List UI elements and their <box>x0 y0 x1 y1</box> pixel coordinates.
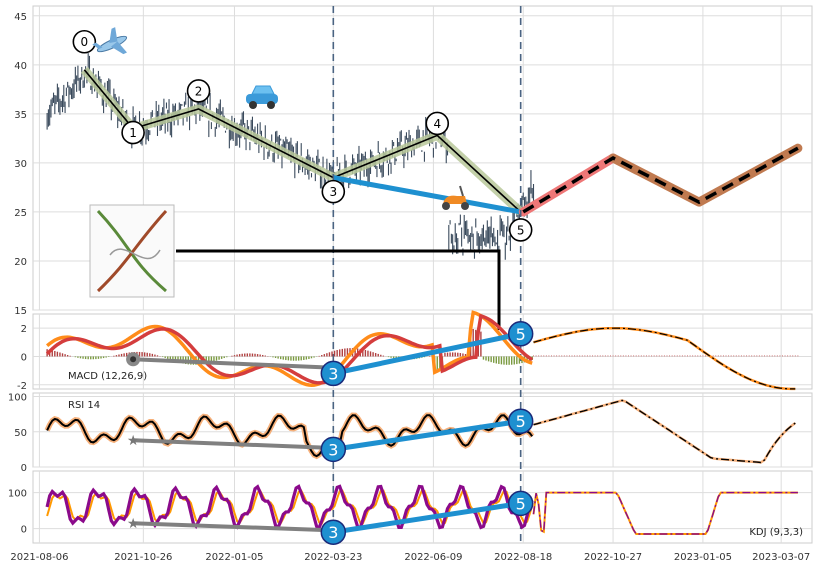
wave-label-1: 1 <box>129 126 137 140</box>
rsi-divergence-line <box>332 418 522 452</box>
scooter-body <box>443 195 467 204</box>
wave-label-circle-3 <box>321 179 346 204</box>
macd-panel-frame <box>32 313 813 390</box>
inset-strand-gray <box>109 248 161 260</box>
macd-divergence-circle-0 <box>320 360 347 387</box>
rsi-y-tick-label-1: 50 <box>14 428 27 439</box>
kdj-divergence-circle-0 <box>320 519 347 545</box>
car-wheel <box>249 101 257 109</box>
macd-projection-line <box>533 327 796 390</box>
kdj-weak-line <box>133 521 334 533</box>
price-y-tick-label-1: 20 <box>14 257 27 268</box>
scooter-wheel <box>461 202 469 210</box>
car-icon <box>246 85 278 109</box>
wave-label-0: 0 <box>81 35 89 49</box>
price-y-tick-label-4: 35 <box>14 110 27 121</box>
rsi-divergence-circle-1 <box>507 408 534 434</box>
wave-label-4: 4 <box>433 117 441 131</box>
macd-fast-line <box>46 310 533 387</box>
airplane-wing <box>109 27 118 44</box>
price-y-tick-label-2: 25 <box>14 208 27 219</box>
macd-divergence-line <box>332 331 522 376</box>
x-tick-label-7: 2023-01-05 <box>674 552 732 563</box>
price-y-tick-label-3: 30 <box>14 159 27 170</box>
car-top <box>251 85 275 95</box>
kdj-panel-frame <box>32 470 813 544</box>
airplane-tail <box>92 42 103 50</box>
macd-weak-marker-dot <box>130 356 137 363</box>
rsi-y-tick-label-0: 0 <box>21 463 27 474</box>
airplane-wing <box>111 41 127 55</box>
macd-y-tick-label-2: 2 <box>21 324 27 335</box>
kdj-panel-label: KDJ (9,3,3) <box>749 527 803 538</box>
kdj-divergence-line <box>332 500 522 535</box>
rsi-weak-line <box>133 438 334 450</box>
wave-label-3: 3 <box>329 185 337 199</box>
kdj-divergence-label-1: 5 <box>516 494 526 513</box>
macd-divergence-label-0: 3 <box>328 364 338 383</box>
wave-label-circle-2 <box>186 79 211 103</box>
macd-y-tick-label-1: 0 <box>21 352 27 363</box>
kdj-k-line <box>45 484 534 530</box>
kdj-y-tick-label-1: 100 <box>8 489 27 500</box>
x-tick-label-5: 2022-08-18 <box>494 552 552 563</box>
macd-y-tick-label-0: -2 <box>17 381 27 392</box>
scooter-handle <box>459 185 464 197</box>
price-divergence-line <box>332 175 522 215</box>
rsi-weak-star: ★ <box>127 433 140 449</box>
macd-slow-line <box>45 313 534 385</box>
rsi-y-tick-label-2: 100 <box>8 393 27 404</box>
macd-panel-label: MACD (12,26,9) <box>68 371 147 382</box>
rsi-panel-label: RSI 14 <box>68 400 100 411</box>
wave-label-circle-1 <box>121 120 145 145</box>
wave-label-circle-4 <box>425 111 450 136</box>
inset-connector-line <box>176 249 501 330</box>
price-y-tick-label-5: 40 <box>14 61 27 72</box>
kdj-divergence-label-0: 3 <box>328 523 338 542</box>
rsi-divergence-label-1: 5 <box>516 412 526 431</box>
wave-label-circle-5 <box>508 218 533 242</box>
wave-line <box>83 69 522 213</box>
scooter-icon <box>442 185 469 210</box>
rsi-divergence-circle-0 <box>320 436 347 463</box>
macd-divergence-label-1: 5 <box>516 325 526 344</box>
kdj-projection-line <box>532 491 798 535</box>
projection-dashed-line <box>522 146 799 214</box>
x-tick-label-0: 2021-08-06 <box>10 552 68 563</box>
wave-label-5: 5 <box>517 223 525 237</box>
rsi-divergence-label-0: 3 <box>328 440 338 459</box>
x-tick-label-2: 2022-01-05 <box>205 552 263 563</box>
kdj-y-tick-label-0: 0 <box>21 525 27 536</box>
x-tick-label-6: 2022-10-27 <box>584 552 642 563</box>
macd-divergence-circle-1 <box>507 321 534 347</box>
price-y-tick-label-0: 15 <box>14 306 27 317</box>
x-tick-label-3: 2022-03-23 <box>304 552 362 563</box>
x-tick-label-4: 2022-06-09 <box>404 552 462 563</box>
wave-label-2: 2 <box>195 84 203 98</box>
car-wheel <box>267 101 275 109</box>
airplane-icon <box>92 27 128 55</box>
rsi-panel-frame <box>32 392 813 468</box>
scooter-wheel <box>442 202 450 210</box>
x-tick-label-8: 2023-03-07 <box>752 552 810 563</box>
rsi-projection-band <box>533 399 797 464</box>
x-tick-label-1: 2021-10-26 <box>114 552 172 563</box>
kdj-weak-star: ★ <box>127 516 140 532</box>
wave-label-circle-0 <box>72 29 97 54</box>
inset-strand-brown <box>96 209 168 293</box>
kdj-divergence-circle-1 <box>507 490 534 517</box>
price-y-tick-label-6: 45 <box>14 12 27 23</box>
macd-weak-line <box>133 357 334 370</box>
